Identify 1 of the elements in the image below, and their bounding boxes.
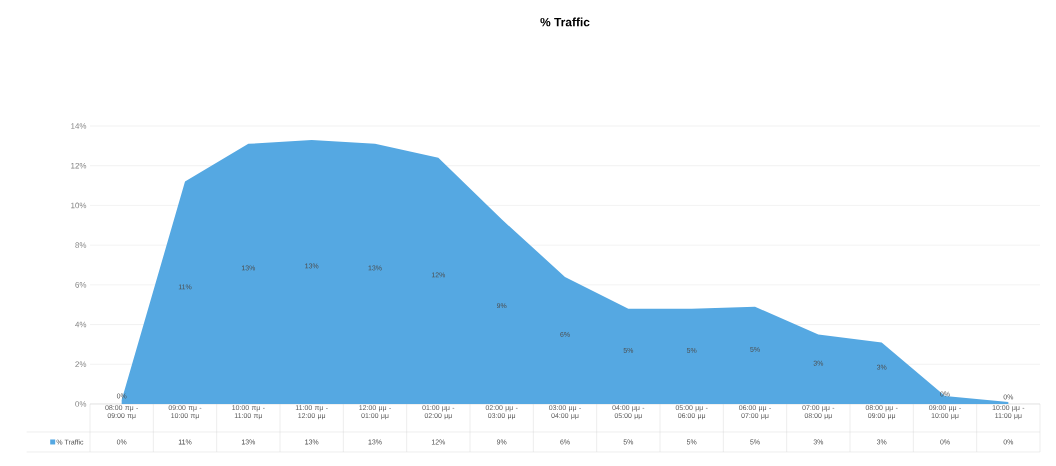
- chart-title: % Traffic: [540, 17, 590, 27]
